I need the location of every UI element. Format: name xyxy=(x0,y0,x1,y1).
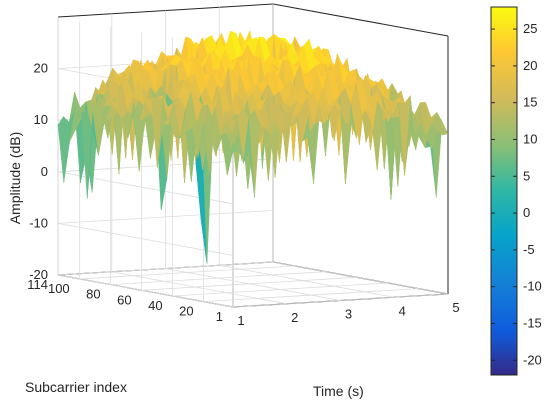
z-tick-label: 10 xyxy=(34,112,48,127)
colorbar xyxy=(490,6,518,376)
z-axis-label: Amplitude (dB) xyxy=(7,132,23,225)
colorbar-tick-label: 15 xyxy=(523,95,537,110)
z-tick-label: 20 xyxy=(34,61,48,76)
z-tick-label: 0 xyxy=(41,164,48,179)
colorbar-tick-label: 20 xyxy=(523,58,537,73)
x-tick-labels: 1 2 3 4 5 xyxy=(237,300,459,328)
colorbar-tick-label: 25 xyxy=(523,21,537,36)
x-tick-label: 2 xyxy=(291,310,298,325)
y-tick-label: 60 xyxy=(117,292,131,307)
x-tick-label: 1 xyxy=(237,313,244,328)
z-tick-label: -20 xyxy=(29,267,48,282)
colorbar-tick-label: 10 xyxy=(523,131,537,146)
box-edge xyxy=(272,3,449,37)
colorbar-tick-label: 0 xyxy=(523,205,530,220)
colorbar-tick-label: -15 xyxy=(523,315,542,330)
y-tick-label: 1 xyxy=(216,309,223,324)
colorbar-tick-label: -20 xyxy=(523,352,542,367)
x-tick-label: 3 xyxy=(345,307,352,322)
z-tick-label: -10 xyxy=(29,215,48,230)
y-grid-line xyxy=(57,17,274,276)
x-tick-label: 4 xyxy=(399,303,406,318)
x-axis-label: Time (s) xyxy=(313,383,364,399)
surface-plot xyxy=(57,30,449,264)
y-tick-label: 40 xyxy=(148,298,162,313)
colorbar-tick-label: -5 xyxy=(523,242,535,257)
y-tick-label: 20 xyxy=(179,304,193,319)
y-axis-label: Subcarrier index xyxy=(25,379,127,395)
colorbar-tick-label: 5 xyxy=(523,168,530,183)
z-tick-labels: -20 -10 0 10 20 xyxy=(29,61,48,282)
y-tick-label: 114 xyxy=(27,277,48,292)
colorbar-ticks: -20 -15 -10 -5 0 5 10 15 20 25 xyxy=(491,21,542,367)
colorbar-tick-label: -10 xyxy=(523,279,542,294)
surface-cell xyxy=(227,141,239,176)
x-tick-label: 5 xyxy=(452,300,459,315)
y-tick-label: 80 xyxy=(86,287,100,302)
y-tick-label: 100 xyxy=(48,281,70,296)
